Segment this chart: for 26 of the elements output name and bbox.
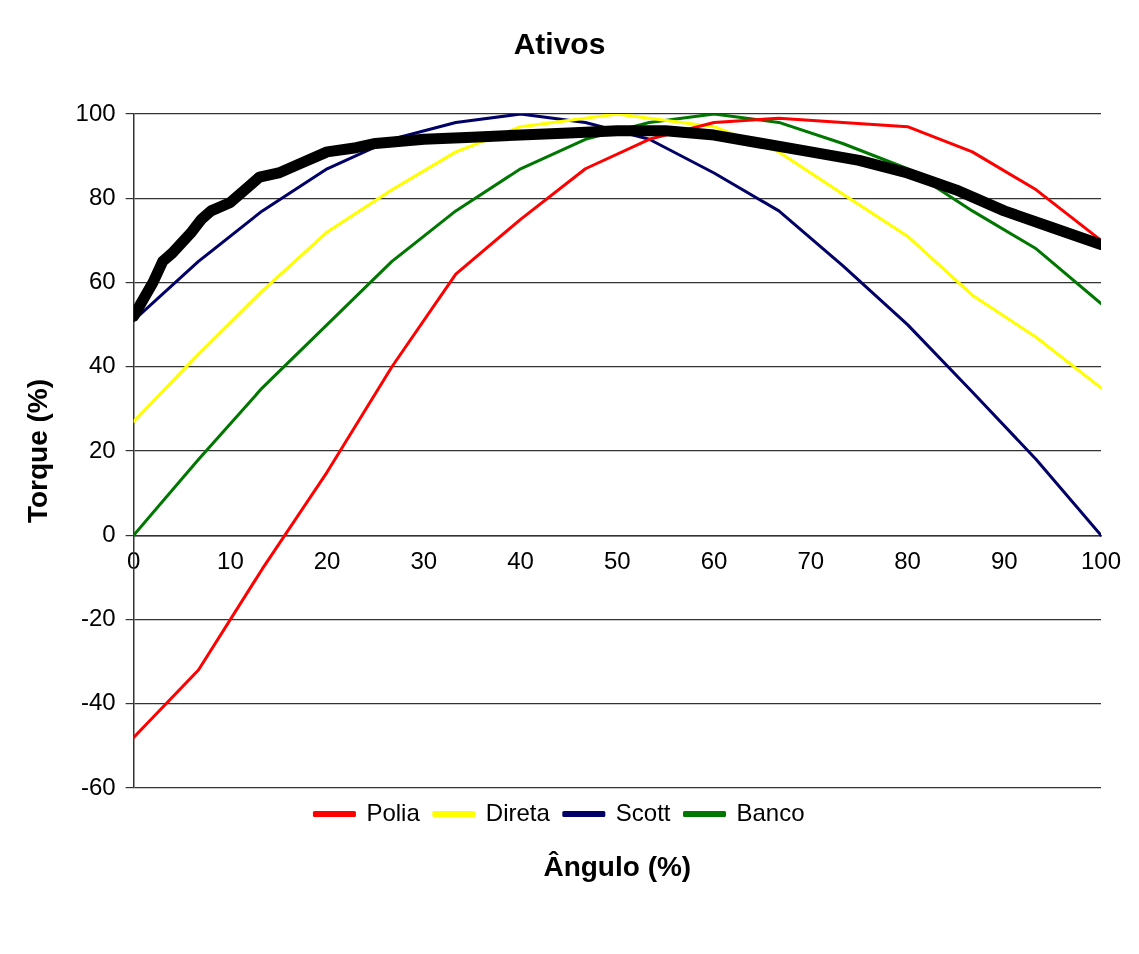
- x-tick-label: 100: [1080, 547, 1122, 575]
- y-tick-label: 0: [102, 519, 116, 547]
- y-tick-label: 80: [88, 182, 116, 210]
- x-tick-label: 20: [313, 547, 341, 575]
- legend-label: Scott: [615, 798, 671, 826]
- x-tick-label: 70: [797, 547, 825, 575]
- y-tick-label: -60: [80, 772, 116, 800]
- y-tick-label: -20: [80, 604, 116, 632]
- x-tick-label: 90: [990, 547, 1018, 575]
- y-tick-label: 100: [75, 98, 116, 126]
- y-tick-label: 40: [88, 351, 116, 379]
- legend-label: Polia: [366, 798, 421, 826]
- y-axis-title: Torque (%): [21, 378, 53, 524]
- y-tick-label: 60: [88, 267, 116, 295]
- x-tick-label: 80: [894, 547, 921, 575]
- x-axis-title: Ângulo (%): [543, 850, 692, 882]
- x-tick-label: 40: [507, 547, 534, 575]
- y-tick-label: 20: [88, 435, 116, 463]
- y-tick-label: -40: [80, 688, 116, 716]
- x-tick-label: 30: [410, 547, 438, 575]
- legend-label: Banco: [736, 798, 805, 826]
- x-tick-label: 50: [603, 547, 631, 575]
- x-tick-label: 60: [700, 547, 728, 575]
- legend-label: Direta: [485, 798, 551, 826]
- x-tick-label: 10: [217, 547, 244, 575]
- chart-title: Ativos: [513, 27, 606, 61]
